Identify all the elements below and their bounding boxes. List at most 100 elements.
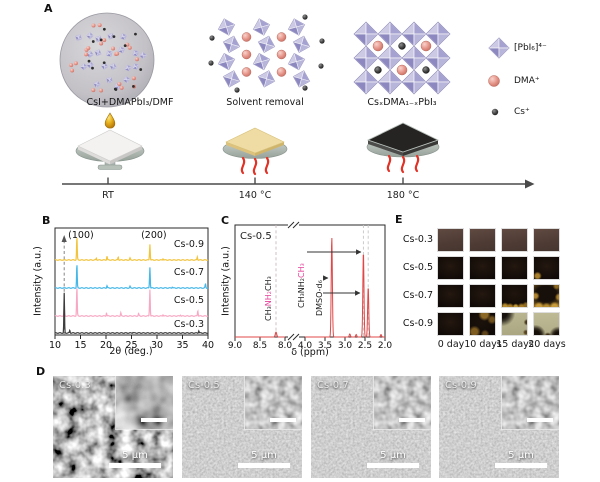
scalebar — [495, 463, 547, 468]
nmr-annotation-dmso-label: DMSO-d₆ — [315, 280, 324, 316]
inset-scalebar — [270, 418, 296, 422]
nmr-tick-label: 8.0 — [278, 341, 293, 351]
sem-sample-label: Cs-0.3 — [59, 380, 91, 391]
precursor-droplet-icon — [104, 112, 116, 129]
sem-sample-label: Cs-0.9 — [445, 380, 477, 391]
xrd-peak-annotation: (100) — [68, 230, 94, 241]
stability-row-label: Cs-0.9 — [402, 318, 433, 329]
precursor-cluster-art — [69, 23, 147, 93]
nmr-tick-label: 9.0 — [228, 341, 243, 351]
xrd-curve-Cs-0.3 — [54, 292, 209, 334]
stability-photo-Cs-0.5-10days — [469, 256, 496, 280]
scalebar-label: 5 μm — [122, 450, 148, 461]
annealing-dish-140 — [222, 127, 288, 176]
stability-photo-Cs-0.7-20days — [533, 284, 560, 308]
stability-row-label: Cs-0.5 — [402, 262, 433, 273]
xrd-series-label: Cs-0.7 — [174, 267, 204, 278]
legend-label-dma: DMA⁺ — [514, 76, 540, 86]
legend-label-cs: Cs⁺ — [514, 107, 530, 117]
xrd-curve-Cs-0.5 — [54, 288, 209, 317]
intermediate-structure-art — [208, 14, 325, 93]
nmr-spectrum-curve — [305, 237, 385, 338]
stability-photo-Cs-0.7-15days — [501, 284, 528, 308]
stability-photo-Cs-0.7-10days — [469, 284, 496, 308]
sem-image-Cs-0.3: Cs-0.3 5 μm — [53, 376, 173, 478]
nmr-tick-label: 4.0 — [298, 341, 313, 351]
legend-label-pbi6: [PbI₆]⁴⁻ — [514, 43, 547, 53]
precursor-solution-blob — [59, 12, 155, 108]
stability-column-label: 20 days — [528, 339, 566, 350]
temperature-timeline — [62, 177, 535, 189]
panel-d-label: D — [36, 365, 46, 378]
xrd-tick-label: 35 — [176, 340, 188, 351]
scalebar-label: 5 μm — [380, 450, 406, 461]
stability-photo-Cs-0.3-10days — [469, 228, 496, 252]
xrd-y-axis-label: Intensity (a.u.) — [32, 246, 44, 316]
stability-column-label: 0 day — [437, 339, 465, 350]
sem-inset — [373, 376, 431, 430]
stability-row-label: Cs-0.3 — [402, 234, 433, 245]
timeline-arrowhead — [525, 179, 535, 189]
timeline-label-rt: RT — [102, 190, 114, 201]
perovskite-lattice-art — [353, 21, 451, 95]
nmr-tick-label: 3.5 — [318, 341, 332, 351]
inset-scalebar — [141, 418, 167, 422]
stability-photo-Cs-0.3-0day — [437, 228, 464, 252]
panel-a-label: A — [44, 2, 53, 15]
xrd-tick-label: 20 — [100, 340, 112, 351]
spin-coating-dish — [75, 112, 145, 170]
sem-sample-label: Cs-0.5 — [188, 380, 220, 391]
sem-image-Cs-0.9: Cs-0.9 5 μm — [439, 376, 559, 478]
stability-column-label: 15 days — [496, 339, 534, 350]
caption-product: CsₓDMA₁₋ₓPbI₃ — [367, 97, 437, 108]
timeline-label-180: 180 °C — [386, 190, 420, 201]
stability-photo-Cs-0.9-20days — [533, 312, 560, 336]
xrd-series-label: Cs-0.9 — [174, 239, 204, 250]
caption-precursor: CsI+DMAPbI₃/DMF — [86, 97, 174, 108]
scalebar — [238, 463, 290, 468]
nmr-sample-label: Cs-0.5 — [240, 231, 272, 242]
synthesis-scheme-art — [59, 12, 535, 189]
xrd-curve-Cs-0.9 — [54, 237, 209, 261]
xrd-tick-label: 40 — [202, 340, 214, 351]
annealing-dish-180 — [366, 122, 440, 174]
stability-photo-Cs-0.3-15days — [501, 228, 528, 252]
stability-photo-Cs-0.9-15days — [501, 312, 528, 336]
scalebar — [109, 463, 161, 468]
nmr-tick-label: 2.0 — [378, 341, 393, 351]
panel-e-label: E — [395, 213, 403, 226]
nmr-annotation-ch3-label: CH₃NH₂CH₃ — [297, 263, 306, 308]
stability-photo-Cs-0.5-20days — [533, 256, 560, 280]
xrd-peak-annotation: (200) — [141, 230, 167, 241]
xrd-tick-label: 15 — [74, 340, 86, 351]
stability-row-label: Cs-0.7 — [402, 290, 433, 301]
sem-image-Cs-0.5: Cs-0.5 5 μm — [182, 376, 302, 478]
sem-sample-label: Cs-0.7 — [317, 380, 349, 391]
scalebar-label: 5 μm — [508, 450, 534, 461]
scalebar — [367, 463, 419, 468]
sem-inset — [501, 376, 559, 430]
stability-photo-Cs-0.5-15days — [501, 256, 528, 280]
caption-solvent-removal: Solvent removal — [226, 97, 304, 108]
nmr-x-axis-label: δ (ppm) — [291, 347, 329, 358]
nmr-tick-label: 2.5 — [358, 341, 372, 351]
panel-c-label: C — [221, 214, 230, 227]
sem-inset — [115, 376, 173, 430]
nmr-y-axis-label: Intensity (a.u.) — [220, 246, 232, 316]
nmr-tick-label: 8.5 — [253, 341, 267, 351]
stability-column-label: 10 days — [464, 339, 502, 350]
xrd-tick-label: 25 — [125, 340, 137, 351]
timeline-label-140: 140 °C — [238, 190, 272, 201]
nmr-tick-label: 3.0 — [338, 341, 353, 351]
nmr-annotation-nh2-label: CH₃NH₂CH₃ — [264, 276, 273, 321]
scalebar-label: 5 μm — [251, 450, 277, 461]
xrd-series-label: Cs-0.5 — [174, 295, 204, 306]
legend-icons — [488, 37, 510, 116]
nmr-plot: 9.0 8.5 8.0 4.0 3.5 3.0 2.5 2.0 CH₃NH₂CH₃ CH₃NH₂C… — [228, 221, 393, 351]
sem-inset — [244, 376, 302, 430]
xrd-curve-Cs-0.7 — [54, 265, 209, 289]
xrd-tick-label: 10 — [49, 340, 61, 351]
nmr-spectrum-curve — [235, 331, 285, 338]
stability-photo-Cs-0.5-0day — [437, 256, 464, 280]
